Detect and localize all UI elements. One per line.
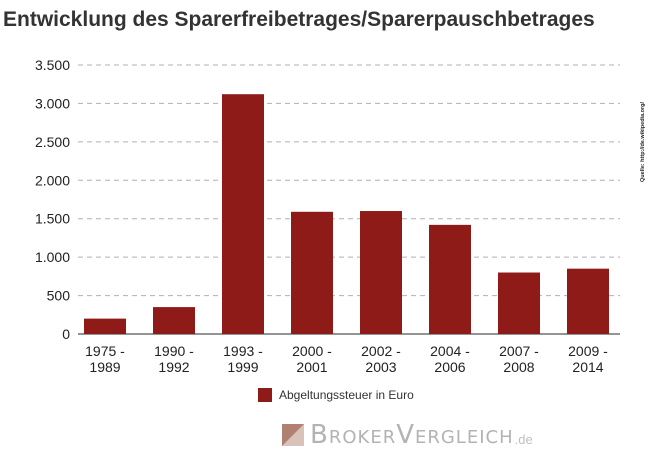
x-tick-label: 1975 - xyxy=(85,343,125,359)
bar xyxy=(291,211,333,334)
bar xyxy=(498,272,540,334)
x-tick-label: 1992 xyxy=(158,359,189,375)
x-tick-label: 2001 xyxy=(296,359,327,375)
x-tick-label: 2007 - xyxy=(499,343,539,359)
bar xyxy=(222,94,264,334)
y-tick-label: 2.500 xyxy=(35,134,70,150)
x-tick-label: 2014 xyxy=(572,359,603,375)
source-note: Quelle: http://de.wikipedia.org/ xyxy=(640,92,648,182)
legend: Abgeltungssteuer in Euro xyxy=(258,388,414,402)
bar xyxy=(84,318,126,334)
x-tick-label: 1999 xyxy=(227,359,258,375)
bar xyxy=(360,211,402,334)
brand-tld: .de xyxy=(514,431,533,447)
brokervergleich-logo-icon xyxy=(282,424,304,446)
source-text: Quelle: http://de.wikipedia.org/ xyxy=(640,101,646,182)
chart-title: Entwicklung des Sparerfreibetrages/Spare… xyxy=(3,8,595,31)
y-tick-label: 1.500 xyxy=(35,211,70,227)
y-tick-label: 500 xyxy=(47,288,71,304)
bar xyxy=(429,224,471,334)
x-tick-label: 1993 - xyxy=(223,343,263,359)
x-tick-label: 1990 - xyxy=(154,343,194,359)
bars xyxy=(84,94,609,334)
legend-swatch xyxy=(258,388,272,402)
x-tick-label: 2006 xyxy=(434,359,465,375)
y-axis-ticks: 0 500 1.000 1.500 2.000 2.500 3.000 3.500 xyxy=(35,57,70,342)
bar xyxy=(567,268,609,334)
x-tick-label: 1989 xyxy=(89,359,120,375)
x-axis-ticks: 1975 -1989 1990 -1992 1993 -1999 2000 -2001… xyxy=(85,343,608,375)
y-tick-label: 2.000 xyxy=(35,172,70,188)
x-tick-label: 2008 xyxy=(503,359,534,375)
legend-label: Abgeltungssteuer in Euro xyxy=(279,388,414,402)
y-tick-label: 3.000 xyxy=(35,95,70,111)
brand-watermark: BrokerVergleich .de xyxy=(282,420,533,450)
x-tick-label: 2009 - xyxy=(568,343,608,359)
y-tick-label: 3.500 xyxy=(35,57,70,73)
x-tick-label: 2004 - xyxy=(430,343,470,359)
x-tick-label: 2002 - xyxy=(361,343,401,359)
brand-name: BrokerVergleich xyxy=(310,420,514,450)
x-tick-label: 2000 - xyxy=(292,343,332,359)
y-tick-label: 1.000 xyxy=(35,249,70,265)
bar xyxy=(153,307,195,334)
y-tick-label: 0 xyxy=(62,326,70,342)
x-tick-label: 2003 xyxy=(365,359,396,375)
